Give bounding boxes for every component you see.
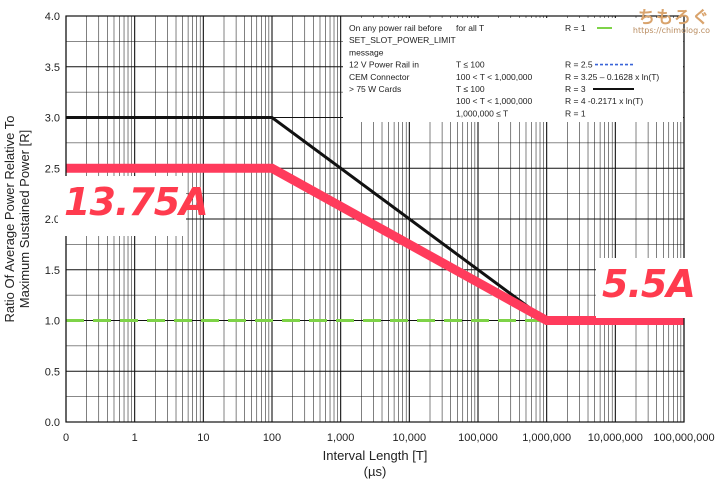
x-tick-label: 1,000,000 (522, 432, 571, 444)
x-tick-label: 0 (63, 432, 69, 444)
x-tick-label: 1,000 (327, 432, 355, 444)
y-tick-label: 1.0 (45, 316, 60, 328)
legend-text: 12 V Power Rail in (349, 60, 419, 70)
y-axis-title-line1: Ratio Of Average Power Relative To (2, 116, 17, 323)
legend-text: R = 1 (565, 23, 586, 33)
x-tick-label: 10,000,000 (588, 432, 643, 444)
series-layer (66, 116, 684, 325)
legend: On any power rail before for all T R = 1 SE… (343, 18, 683, 122)
legend-text: T ≤ 100 (456, 84, 485, 94)
legend-text: R = 3 (565, 84, 586, 94)
logo-text: ちもろぐ (638, 8, 710, 28)
callout-left: 13.75A (64, 180, 209, 224)
y-tick-label: 0.5 (45, 366, 60, 378)
x-tick-label: 10 (197, 432, 209, 444)
legend-text: 100 < T < 1,000,000 (456, 72, 533, 82)
series-line-2 (66, 163, 684, 325)
y-axis-title-line2: Maximum Sustained Power [R] (17, 130, 32, 308)
legend-text: R = 1 (565, 108, 586, 118)
callout-left-box (58, 176, 186, 236)
legend-text: T ≤ 100 (456, 60, 485, 70)
logo-url: https://chimolog.co (632, 26, 710, 35)
legend-text: R = 2.5 (565, 60, 593, 70)
legend-text: R = 3.25 – 0.1628 x ln(T) (565, 72, 659, 82)
y-tick-label: 3.5 (45, 62, 60, 74)
legend-text: 100 < T < 1,000,000 (456, 96, 533, 106)
x-tick-label: 1 (132, 432, 138, 444)
legend-text: R = 4 -0.2171 x ln(T) (565, 96, 643, 106)
legend-text: for all T (456, 23, 484, 33)
legend-text: message (349, 47, 384, 57)
x-axis-unit: (µs) (364, 464, 387, 479)
callout-right: 5.5A (602, 262, 696, 306)
legend-text: SET_SLOT_POWER_LIMIT (349, 35, 456, 45)
x-tick-label: 100,000 (458, 432, 498, 444)
legend-text: CEM Connector (349, 72, 410, 82)
site-logo: ちもろぐ https://chimolog.co (633, 3, 710, 35)
y-tick-label: 3.0 (45, 113, 60, 125)
callout-right-box (596, 258, 688, 318)
x-tick-label: 100 (263, 432, 281, 444)
y-tick-label: 2.0 (45, 214, 60, 226)
y-tick-label: 1.5 (45, 265, 60, 277)
y-tick-label: 2.5 (45, 163, 60, 175)
legend-text: > 75 W Cards (349, 84, 401, 94)
y-tick-label: 0.0 (45, 417, 60, 429)
y-tick-label: 4.0 (45, 11, 60, 23)
axes: 0 1 10 100 1,000 10,000 100,000 1,000,000 10,000… (2, 11, 715, 479)
x-tick-label: 10,000 (393, 432, 427, 444)
x-tick-label: 100,000,000 (653, 432, 714, 444)
legend-text: 1,000,000 ≤ T (456, 108, 508, 118)
legend-box (343, 18, 683, 122)
x-axis-title: Interval Length [T] (323, 448, 428, 463)
legend-text: On any power rail before (349, 23, 442, 33)
